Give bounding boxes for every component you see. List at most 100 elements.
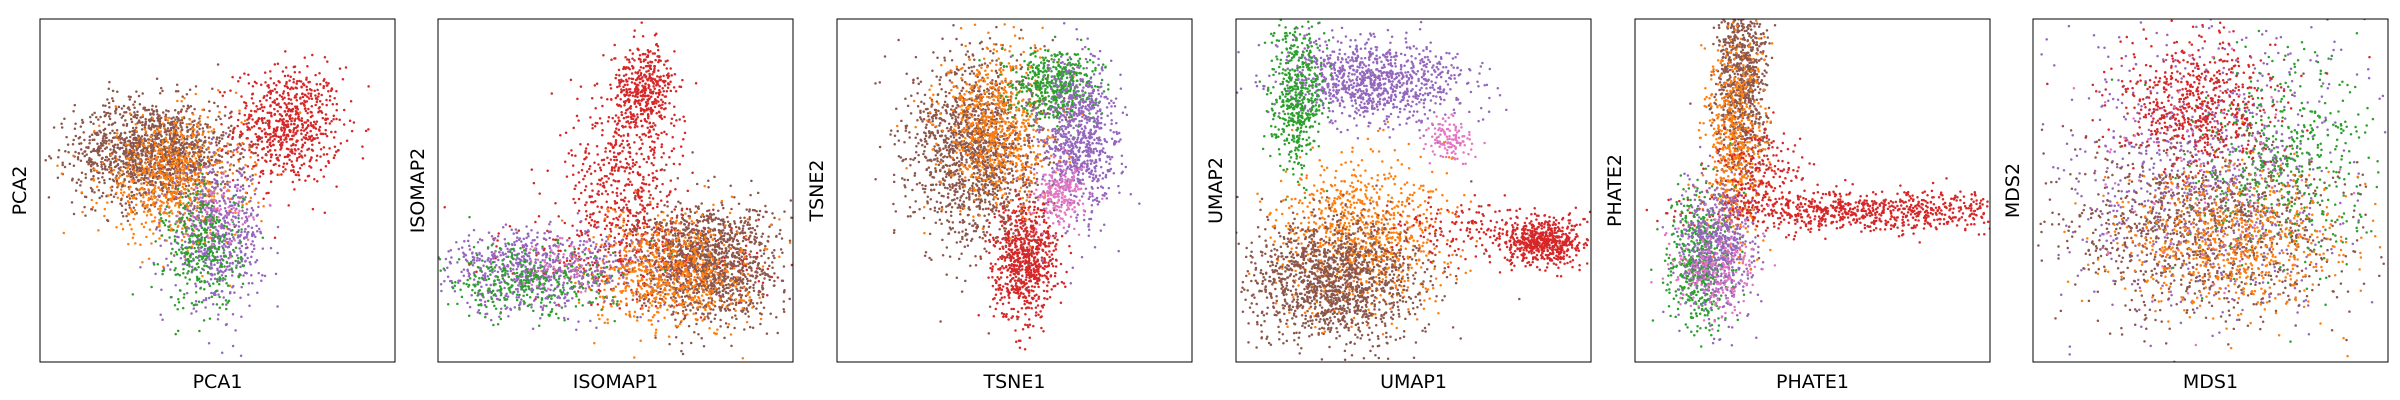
data-point — [141, 92, 144, 95]
data-point — [193, 199, 196, 202]
data-point — [639, 203, 642, 206]
data-point — [605, 180, 608, 184]
data-point — [636, 47, 640, 51]
data-point — [238, 167, 241, 170]
data-point — [208, 170, 212, 174]
data-point — [150, 195, 153, 198]
data-point — [71, 142, 75, 146]
data-point — [635, 251, 638, 254]
data-point — [669, 222, 673, 225]
data-point — [608, 221, 612, 225]
data-point — [183, 179, 186, 182]
data-point — [648, 145, 652, 149]
data-point — [228, 116, 231, 120]
data-point — [216, 261, 219, 265]
data-point — [584, 185, 588, 188]
data-point — [617, 78, 621, 82]
data-point — [91, 205, 95, 209]
data-point — [622, 74, 626, 77]
data-point — [621, 139, 625, 142]
data-point — [294, 94, 297, 97]
data-point — [243, 230, 247, 233]
data-point — [227, 189, 231, 193]
data-point — [224, 170, 227, 173]
data-point — [627, 150, 630, 154]
data-point — [150, 108, 154, 111]
data-point — [171, 186, 174, 190]
data-point — [175, 163, 179, 167]
data-point — [259, 170, 263, 174]
data-point — [236, 118, 240, 122]
data-point — [319, 147, 323, 151]
data-point — [177, 217, 181, 221]
data-point — [231, 196, 235, 200]
data-point — [56, 164, 59, 167]
data-point — [199, 271, 203, 275]
data-point — [208, 222, 212, 226]
data-point — [237, 214, 240, 217]
data-point — [198, 120, 202, 123]
data-point — [315, 100, 319, 104]
data-point — [157, 137, 161, 140]
data-point — [651, 77, 655, 81]
data-point — [590, 96, 594, 100]
data-point — [161, 272, 164, 276]
data-point — [643, 89, 646, 92]
data-point — [616, 224, 620, 227]
data-point — [318, 109, 321, 113]
data-point — [228, 164, 232, 167]
data-point — [122, 124, 125, 127]
data-point — [106, 98, 109, 101]
data-point — [176, 166, 179, 169]
data-point — [231, 131, 235, 135]
data-point — [244, 246, 248, 250]
data-point — [111, 178, 115, 181]
data-point — [143, 171, 147, 175]
data-point — [201, 175, 204, 179]
data-point — [159, 207, 162, 211]
data-point — [117, 138, 121, 142]
data-point — [100, 194, 104, 198]
data-point — [165, 196, 168, 200]
data-point — [122, 172, 126, 176]
data-point — [186, 218, 190, 222]
data-point — [212, 226, 215, 230]
data-point — [538, 192, 541, 195]
data-point — [305, 76, 308, 80]
data-point — [331, 103, 335, 106]
data-point — [176, 89, 180, 93]
data-point — [294, 144, 297, 147]
data-point — [590, 200, 593, 204]
data-point — [182, 296, 186, 299]
data-point — [162, 145, 166, 148]
data-point — [73, 127, 77, 130]
data-point — [661, 100, 665, 104]
data-point — [241, 205, 244, 209]
data-point — [173, 303, 177, 307]
data-point — [169, 252, 173, 255]
data-point — [217, 245, 221, 249]
data-point — [593, 261, 597, 265]
data-point — [196, 206, 199, 210]
data-point — [624, 184, 627, 187]
data-point — [132, 103, 135, 106]
data-point — [256, 291, 259, 294]
data-point — [136, 170, 139, 174]
data-point — [229, 111, 232, 115]
data-point — [81, 152, 84, 155]
data-point — [235, 189, 239, 193]
data-point — [173, 238, 177, 241]
data-point — [146, 210, 150, 213]
data-point — [233, 126, 236, 130]
data-point — [298, 71, 301, 74]
data-point — [653, 105, 657, 109]
data-point — [609, 302, 612, 306]
data-point — [131, 126, 135, 130]
data-point — [256, 139, 260, 142]
data-point — [79, 148, 83, 151]
data-point — [209, 225, 212, 228]
data-point — [201, 196, 204, 200]
data-point — [116, 146, 119, 150]
data-point — [628, 155, 632, 159]
data-point — [245, 208, 249, 211]
